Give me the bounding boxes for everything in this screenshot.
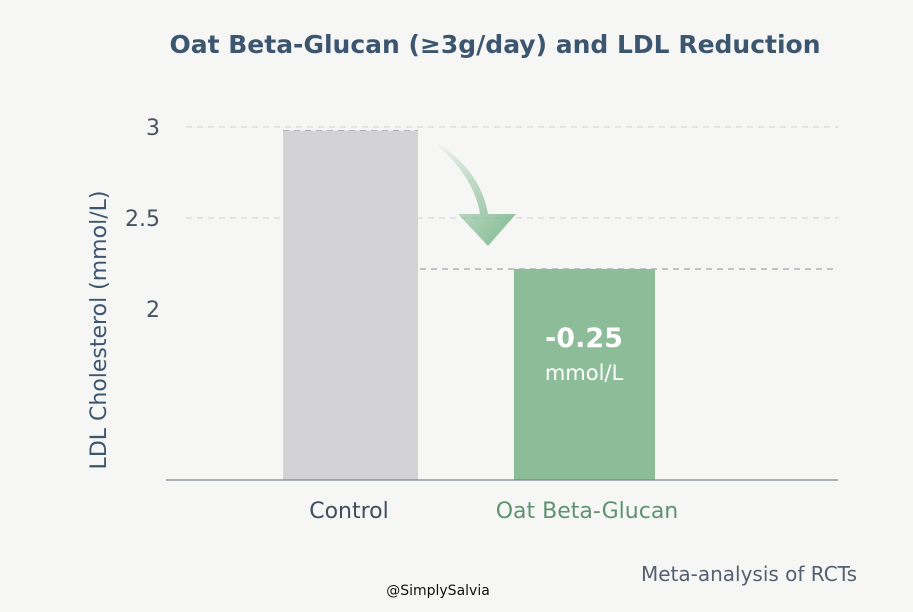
footnote: Meta-analysis of RCTs	[641, 562, 857, 586]
reduction-value-label: -0.25	[545, 323, 623, 354]
bars	[283, 130, 655, 480]
y-tick-label: 2	[146, 298, 160, 323]
chart-title: Oat Beta-Glucan (≥3g/day) and LDL Reduct…	[169, 30, 820, 59]
x-tick-label: Control	[309, 499, 389, 524]
reduction-unit-label: mmol/L	[545, 361, 624, 385]
y-ticks: 32.52	[125, 116, 160, 323]
credit-watermark: @SimplySalvia	[386, 583, 490, 599]
bar-control	[283, 130, 418, 480]
category-labels: Control Oat Beta-Glucan	[309, 499, 678, 524]
y-axis-label: LDL Cholesterol (mmol/L)	[87, 191, 112, 470]
y-tick-label: 3	[146, 116, 160, 141]
y-tick-label: 2.5	[125, 207, 160, 232]
x-tick-label: Oat Beta-Glucan	[496, 499, 679, 524]
bar-oat-beta-glucan	[514, 268, 655, 480]
reduction-arrow	[432, 140, 516, 246]
